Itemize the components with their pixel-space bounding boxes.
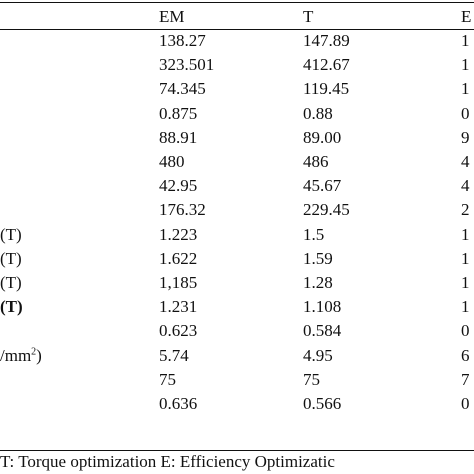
table-row: 0.623 0.584 0 — [0, 321, 474, 345]
e-value: 4 — [461, 176, 470, 196]
em-value: 1.223 — [159, 224, 198, 244]
table-row: 480 486 4 — [0, 152, 474, 176]
em-value: 323.501 — [159, 55, 215, 75]
e-value: 9 — [461, 127, 470, 147]
bottom-rule — [0, 450, 474, 451]
em-value: 1,185 — [159, 273, 198, 292]
t-value: 45.67 — [303, 176, 342, 196]
t-value: 75 — [303, 369, 320, 389]
t-value: 1.28 — [303, 273, 333, 292]
table-row: 0.636 0.566 0 — [0, 394, 474, 418]
t-value: 1.5 — [303, 224, 325, 244]
em-value: 138.27 — [159, 31, 206, 50]
e-value: 1 — [461, 224, 470, 244]
em-value: 176.32 — [159, 200, 206, 220]
t-value: 412.67 — [303, 55, 350, 75]
t-value: 89.00 — [303, 127, 342, 147]
unit-exponent: 2 — [31, 345, 37, 357]
t-value: 0.584 — [303, 321, 342, 341]
e-value: 1 — [461, 248, 470, 268]
header-rule — [0, 29, 474, 30]
table-row: 0.875 0.88 0 — [0, 104, 474, 128]
table-row: 176.32 229.45 2 — [0, 200, 474, 224]
e-value: 1 — [461, 273, 470, 292]
table-row: 323.501 412.67 1 — [0, 55, 474, 79]
e-value: 2 — [461, 200, 470, 220]
t-value: 486 — [303, 152, 329, 171]
e-value: 1 — [461, 55, 470, 75]
top-rule — [0, 2, 474, 3]
table-row: (T) 1.223 1.5 1 — [0, 225, 474, 249]
em-value: 0.636 — [159, 394, 198, 413]
t-value: 4.95 — [303, 345, 333, 365]
e-value: 0 — [461, 103, 470, 123]
row-label: (T) — [0, 297, 23, 317]
table-row: 88.91 89.00 9 — [0, 128, 474, 152]
table-row: (T) 1,185 1.28 1 — [0, 273, 474, 297]
em-value: 1.231 — [159, 297, 198, 317]
unit-text: /mm — [0, 345, 32, 365]
t-value: 147.89 — [303, 31, 350, 50]
t-value: 0.88 — [303, 103, 333, 123]
row-label: (T) — [0, 224, 22, 244]
column-header-t: T — [303, 7, 314, 26]
em-value: 42.95 — [159, 176, 198, 196]
em-value: 480 — [159, 152, 185, 171]
table-footnote: T: Torque optimization E: Efficiency Opt… — [0, 452, 335, 471]
em-value: 88.91 — [159, 127, 198, 147]
t-value: 119.45 — [303, 79, 350, 99]
t-value: 1.59 — [303, 248, 333, 268]
row-label: (T) — [0, 273, 22, 292]
e-value: 6 — [461, 345, 470, 365]
em-value: 0.623 — [159, 321, 198, 341]
table-row: 138.27 147.89 1 — [0, 31, 474, 55]
e-value: 1 — [461, 79, 470, 99]
e-value: 0 — [461, 321, 470, 341]
e-value: 1 — [461, 297, 470, 317]
table-row: 42.95 45.67 4 — [0, 176, 474, 200]
e-value: 0 — [461, 394, 470, 413]
t-value: 229.45 — [303, 200, 350, 220]
unit-close-paren: ) — [36, 345, 42, 365]
e-value: 7 — [461, 369, 470, 389]
em-value: 5.74 — [159, 345, 189, 365]
row-label-unit: /mm2) — [0, 346, 60, 366]
table-row: 74.345 119.45 1 — [0, 79, 474, 103]
table-body: 138.27 147.89 1 323.501 412.67 1 74.345 … — [0, 31, 474, 451]
table-row: /mm2) 5.74 4.95 6 — [0, 346, 474, 370]
t-value: 0.566 — [303, 394, 342, 413]
table-row: (T) 1.622 1.59 1 — [0, 249, 474, 273]
em-value: 75 — [159, 369, 176, 389]
em-value: 74.345 — [159, 79, 206, 99]
em-value: 0.875 — [159, 103, 198, 123]
em-value: 1.622 — [159, 248, 198, 268]
column-header-e: E — [461, 7, 472, 26]
e-value: 4 — [461, 152, 470, 171]
row-label: (T) — [0, 248, 22, 268]
table-row: (T) 1.231 1.108 1 — [0, 297, 474, 321]
table-row: 75 75 7 — [0, 370, 474, 394]
e-value: 1 — [461, 31, 470, 50]
t-value: 1.108 — [303, 297, 342, 317]
column-header-em: EM — [159, 7, 185, 26]
